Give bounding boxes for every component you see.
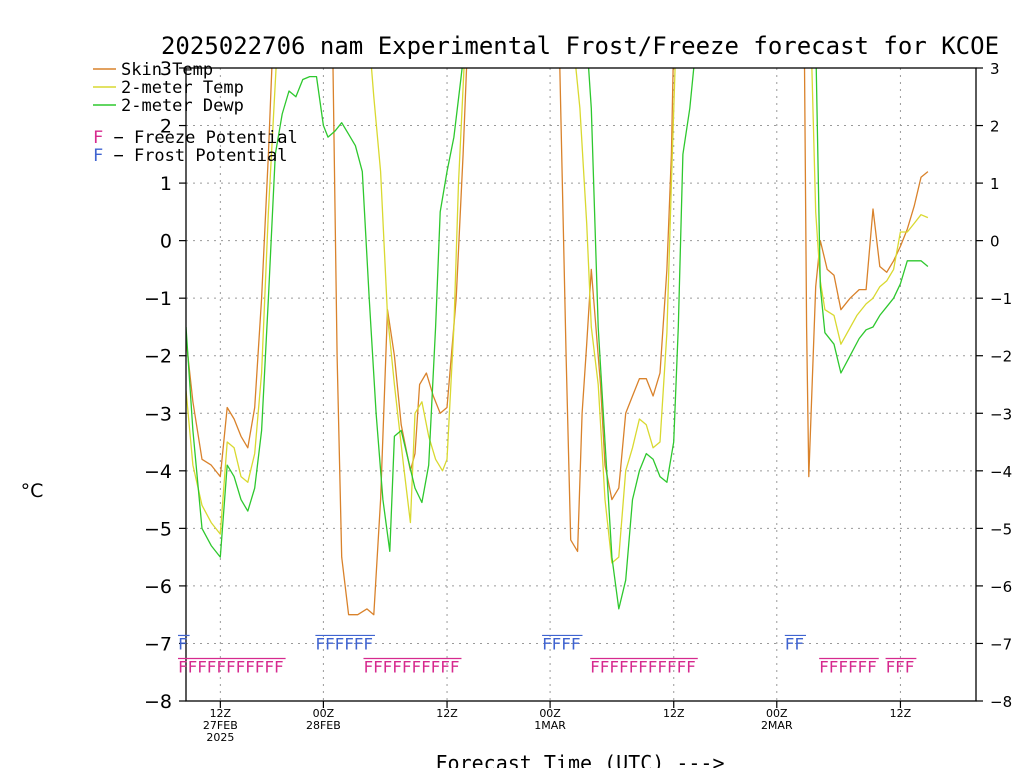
y-tick-label: 0 bbox=[160, 231, 172, 253]
x-tick-label: 12Z bbox=[210, 707, 232, 720]
frost-potential-marks: FFFFFF bbox=[315, 634, 373, 653]
y-tick-label: −7 bbox=[144, 633, 172, 655]
legend-label-1: 2-meter Temp bbox=[121, 78, 244, 98]
y-tick-label: −2 bbox=[144, 346, 172, 368]
y-tick-label-right: −5 bbox=[990, 520, 1012, 538]
y-tick-label-right: −3 bbox=[990, 405, 1012, 423]
y-tick-label-right: −1 bbox=[990, 290, 1012, 308]
y-tick-label: −1 bbox=[144, 288, 172, 310]
frost-potential-marks: FFFF bbox=[542, 634, 580, 653]
freeze-potential-marks: FFF bbox=[886, 657, 915, 676]
frost-potential-marks: FF bbox=[785, 634, 804, 653]
y-tick-label-right: 0 bbox=[990, 233, 1000, 251]
y-tick-label-right: −4 bbox=[990, 463, 1012, 481]
y-axis-right: −8 −7 −6 −5 −4 −3 −2 −1 0 1 2 3 bbox=[976, 60, 1012, 711]
y-tick-label-right: −8 bbox=[990, 693, 1012, 711]
y-tick-label-right: −6 bbox=[990, 578, 1012, 596]
legend-freeze-potential: F − Freeze Potential bbox=[93, 128, 298, 148]
x-tick-label: 00Z bbox=[313, 707, 335, 720]
grid-lines bbox=[186, 68, 976, 701]
legend-label-2: 2-meter Dewp bbox=[121, 96, 244, 116]
y-tick-label-right: −7 bbox=[990, 635, 1012, 653]
x-tick-date: 27FEB bbox=[203, 719, 238, 732]
series-line-0 bbox=[186, 68, 929, 616]
y-axis-label: °C bbox=[21, 480, 44, 502]
y-tick-label: 3 bbox=[160, 58, 172, 80]
x-tick-date: 2MAR bbox=[761, 719, 793, 732]
frost-potential-marks: F bbox=[178, 634, 188, 653]
y-tick-label-right: 2 bbox=[990, 118, 1000, 136]
y-tick-label: 2 bbox=[160, 116, 172, 138]
y-tick-label: −8 bbox=[144, 691, 172, 713]
x-tick-label: 12Z bbox=[663, 707, 685, 720]
y-tick-label: −5 bbox=[144, 518, 172, 540]
x-tick-label: 12Z bbox=[436, 707, 458, 720]
y-tick-label-right: 1 bbox=[990, 175, 1000, 193]
legend-frost-potential: F − Frost Potential bbox=[93, 146, 287, 166]
chart-title: 2025022706 nam Experimental Frost/Freeze… bbox=[161, 32, 999, 60]
y-tick-label-right: −2 bbox=[990, 348, 1012, 366]
freeze-potential-marks: FFFFFFFFFFF bbox=[590, 657, 696, 676]
y-tick-label-right: 3 bbox=[990, 60, 1000, 78]
series-line-1 bbox=[186, 68, 929, 564]
x-tick-year: 2025 bbox=[206, 731, 234, 744]
series-layer bbox=[186, 68, 929, 616]
y-tick-label: −6 bbox=[144, 576, 172, 598]
freeze-potential-marks: FFFFFFFFFF bbox=[363, 657, 459, 676]
freeze-potential-marks: FFFFFF bbox=[819, 657, 877, 676]
potential-layer: FFFFFFFFFFF FFFFFFFFFF FFFFFFFFFFF FFFFFF FF… bbox=[178, 634, 917, 676]
x-tick-label: 12Z bbox=[890, 707, 912, 720]
y-tick-label: −4 bbox=[144, 461, 172, 483]
x-axis-label: Forecast Time (UTC) ---> bbox=[436, 751, 725, 768]
x-tick-label: 00Z bbox=[766, 707, 788, 720]
y-tick-label: −3 bbox=[144, 403, 172, 425]
freeze-potential-marks: FFFFFFFFFFF bbox=[178, 657, 284, 676]
x-tick-label: 00Z bbox=[539, 707, 561, 720]
x-tick-date: 28FEB bbox=[306, 719, 341, 732]
y-tick-label: 1 bbox=[160, 173, 172, 195]
y-axis-left: −8 −7 −6 −5 −4 −3 −2 −1 0 1 2 3 bbox=[144, 58, 186, 713]
plot-frame bbox=[185, 67, 977, 702]
series-line-2 bbox=[186, 68, 929, 610]
legend-label-0: Skin Temp bbox=[121, 60, 213, 80]
x-tick-date: 1MAR bbox=[534, 719, 566, 732]
